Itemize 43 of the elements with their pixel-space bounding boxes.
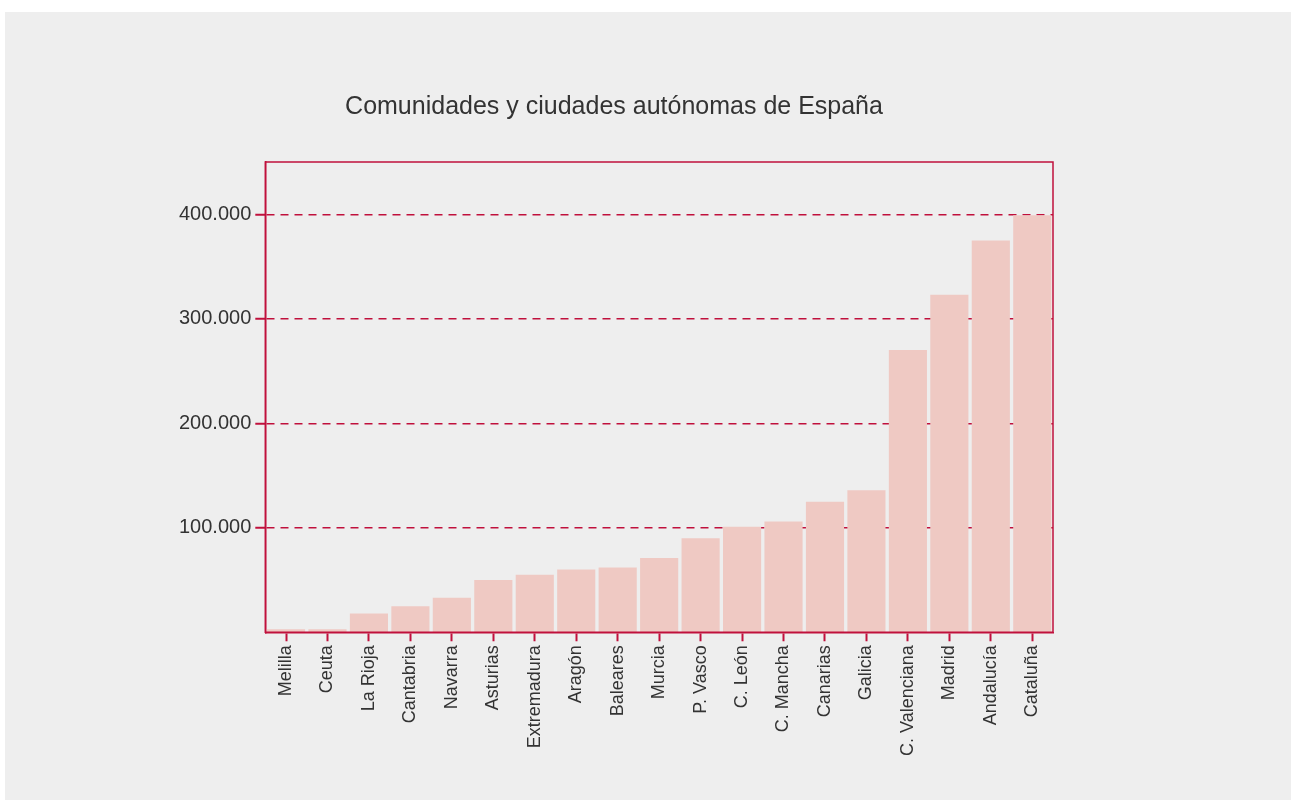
x-tick-label: Galicia bbox=[855, 644, 876, 701]
x-tick-label: Extremadura bbox=[523, 644, 544, 749]
x-tick-label: C. Valenciana bbox=[896, 644, 917, 756]
y-tick-label: 300.000 bbox=[179, 306, 252, 329]
x-tick-label: Aragón bbox=[565, 645, 586, 704]
bar bbox=[515, 574, 554, 633]
y-tick-label: 400.000 bbox=[179, 201, 252, 224]
bar bbox=[1013, 215, 1052, 633]
bar bbox=[474, 580, 513, 633]
bar bbox=[266, 629, 306, 633]
bar bbox=[888, 350, 927, 633]
x-tick-label: C. León bbox=[731, 645, 752, 709]
bar bbox=[557, 569, 596, 633]
bar bbox=[805, 501, 845, 633]
bar bbox=[930, 294, 969, 633]
bar bbox=[640, 558, 679, 633]
bar bbox=[308, 629, 347, 633]
x-tick-label: C. Mancha bbox=[772, 644, 793, 733]
x-tick-label: Cataluña bbox=[1021, 644, 1042, 718]
x-tick-label: Baleares bbox=[606, 645, 627, 717]
bar bbox=[971, 240, 1010, 633]
chart-title: Comunidades y ciudades autónomas de España bbox=[345, 90, 884, 119]
x-tick-label: La Rioja bbox=[357, 644, 378, 712]
x-tick-label: P. Vasco bbox=[689, 645, 710, 714]
bar bbox=[391, 606, 430, 633]
bar bbox=[432, 597, 471, 633]
x-tick-label: Andalucía bbox=[979, 644, 1000, 726]
x-tick-label: Ceuta bbox=[316, 644, 337, 694]
bar bbox=[349, 613, 389, 633]
x-tick-label: Cantabria bbox=[399, 644, 420, 724]
x-tick-label: Navarra bbox=[440, 644, 461, 710]
x-tick-label: Asturias bbox=[482, 645, 503, 711]
x-tick-label: Madrid bbox=[938, 645, 959, 701]
x-tick-label: Melilla bbox=[274, 644, 295, 697]
bar bbox=[681, 538, 720, 633]
y-tick-label: 200.000 bbox=[179, 410, 252, 433]
bar bbox=[722, 526, 762, 633]
bar bbox=[847, 490, 886, 633]
x-tick-label: Canarias bbox=[813, 645, 834, 718]
y-tick-label: 100.000 bbox=[179, 515, 252, 538]
bar bbox=[764, 521, 803, 633]
bar bbox=[598, 567, 637, 633]
x-tick-label: Murcia bbox=[648, 644, 669, 700]
